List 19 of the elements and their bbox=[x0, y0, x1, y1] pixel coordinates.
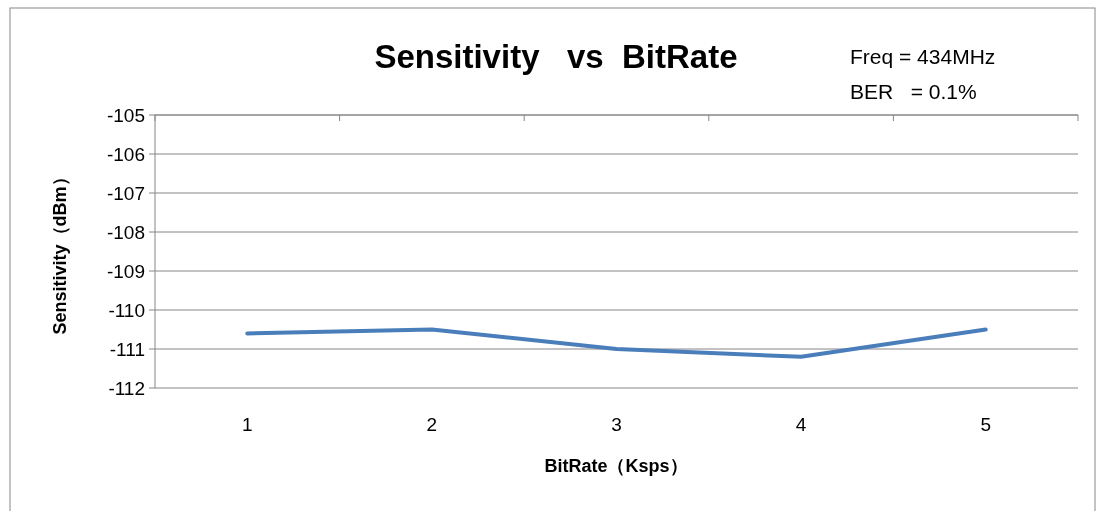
text: Freq = 434MHz bbox=[850, 45, 996, 68]
y-tick-label: -105 bbox=[106, 104, 145, 126]
y-tick-label: -109 bbox=[106, 260, 145, 282]
line-series bbox=[245, 327, 988, 359]
y-tick-label: -110 bbox=[108, 299, 145, 321]
x-tick-label: 1 bbox=[242, 414, 253, 435]
x-tick-label: 5 bbox=[980, 414, 991, 435]
x-axis-title: BitRate（Ksps） bbox=[544, 456, 688, 476]
y-tick-label: -112 bbox=[108, 377, 145, 399]
y-tick-label: -111 bbox=[109, 338, 145, 360]
text: BER = 0.1% bbox=[850, 80, 977, 103]
chart-title: Sensitivity vs BitRate bbox=[374, 38, 738, 75]
y-tick-label: -106 bbox=[106, 143, 145, 165]
y-axis-title: Sensitivity（dBm） bbox=[50, 168, 70, 335]
x-tick-label: 3 bbox=[611, 414, 622, 435]
y-tick-label: -107 bbox=[106, 182, 145, 204]
x-tick-label: 4 bbox=[795, 414, 807, 435]
y-tick-label: -108 bbox=[106, 221, 145, 243]
x-tick-label: 2 bbox=[426, 414, 438, 435]
